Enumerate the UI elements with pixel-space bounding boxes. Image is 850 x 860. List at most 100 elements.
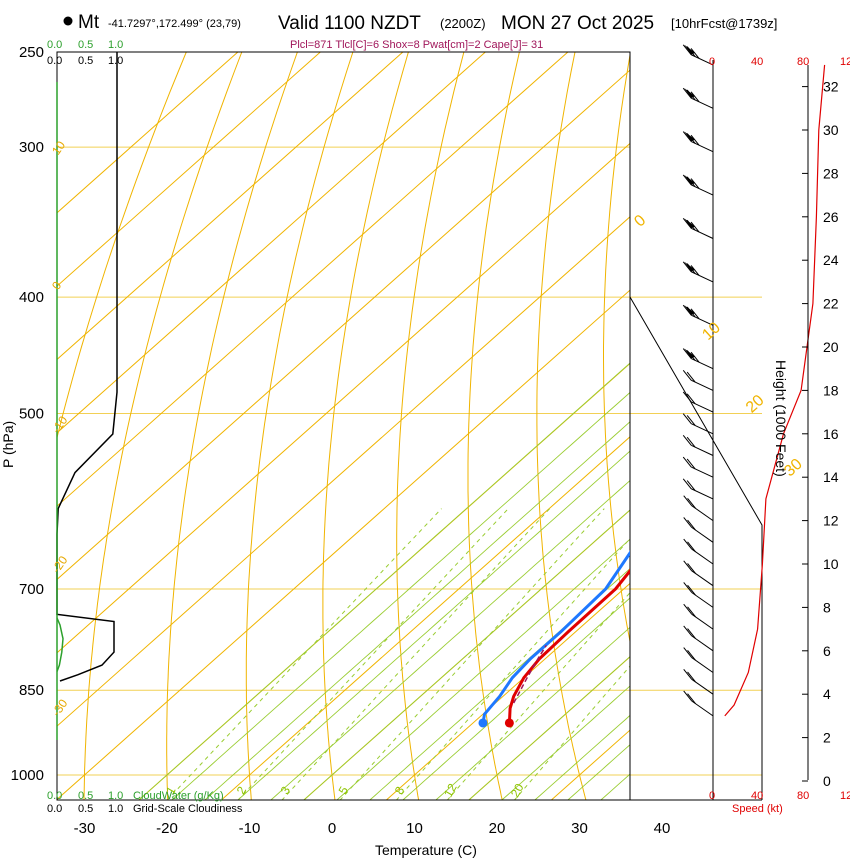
cloud-scale-black-2: 1.0 bbox=[108, 55, 123, 67]
wind-barb-27 bbox=[682, 174, 714, 196]
pressure-tick-400: 400 bbox=[19, 289, 44, 306]
pressure-tick-250: 250 bbox=[19, 44, 44, 61]
moist-adiabats bbox=[138, 31, 850, 801]
height-label-26: 26 bbox=[823, 209, 839, 225]
temperature-tick-40: 40 bbox=[654, 820, 671, 837]
surface-dewpoint-dot bbox=[478, 718, 488, 728]
temperature-tick--20: -20 bbox=[156, 820, 178, 837]
dry-adiabat-label-0: 0 bbox=[631, 212, 649, 231]
temperature-tick--10: -10 bbox=[239, 820, 261, 837]
pressure-tick-1000: 1000 bbox=[11, 767, 44, 784]
wind-barb-16 bbox=[682, 413, 714, 435]
header: Mt -41.7297°,172.499° (23,79) Valid 1100… bbox=[63, 12, 777, 51]
moist-adiabat-12 bbox=[402, 597, 630, 800]
moist-adiabat--4 bbox=[270, 479, 630, 800]
height-label-8: 8 bbox=[823, 599, 831, 615]
pressure-tick-300: 300 bbox=[19, 139, 44, 156]
isotherm-20 bbox=[468, 656, 630, 800]
temperature-tick--30: -30 bbox=[74, 820, 96, 837]
wind-barb-3 bbox=[683, 690, 714, 717]
dry-adiabat-50 bbox=[668, 31, 753, 801]
isotherm--100 bbox=[57, 52, 322, 287]
isotherm--90 bbox=[57, 52, 404, 361]
speed-bottom-0: 0 bbox=[709, 790, 715, 802]
height-label-22: 22 bbox=[823, 296, 839, 312]
temperature-tick-20: 20 bbox=[489, 820, 506, 837]
pressure-tick-850: 850 bbox=[19, 682, 44, 699]
cloud-scale-green-0: 0.0 bbox=[47, 39, 62, 51]
wind-barb-17 bbox=[682, 391, 714, 413]
dry-adiabat-20 bbox=[467, 52, 520, 800]
station-dot-icon bbox=[63, 16, 73, 26]
speed-top-40: 40 bbox=[751, 56, 763, 68]
mixing-ratio-3 bbox=[281, 508, 551, 800]
height-label-10: 10 bbox=[823, 556, 839, 572]
speed-scale-bottom: 0 40 80 12 bbox=[709, 790, 850, 802]
wind-barb-4 bbox=[683, 668, 714, 695]
barb-pennant bbox=[684, 174, 696, 185]
barb-feather bbox=[687, 498, 696, 509]
cloud-scale-green-1: 0.5 bbox=[78, 39, 93, 51]
barb-feather bbox=[686, 458, 696, 470]
mixing-ratio-label-8: 8 bbox=[392, 784, 408, 797]
isotherm--30 bbox=[57, 289, 630, 800]
barb-feather bbox=[683, 690, 693, 702]
speed-top-80: 80 bbox=[797, 56, 809, 68]
valid-time: Valid 1100 NZDT bbox=[278, 13, 421, 34]
dry-adiabat--20 bbox=[166, 52, 298, 800]
barb-feather bbox=[682, 369, 692, 381]
wind-barb-23 bbox=[682, 261, 714, 283]
mixing-ratio-label-5: 5 bbox=[336, 784, 352, 797]
barb-feather bbox=[682, 131, 692, 142]
wind-barb-12 bbox=[683, 495, 714, 522]
isotherm-label--30: -30 bbox=[49, 696, 71, 719]
height-label-28: 28 bbox=[823, 165, 839, 181]
cloud-water-legend: CloudWater (g/Kg) bbox=[133, 790, 224, 802]
moist-adiabat-20 bbox=[468, 656, 630, 800]
wind-barb-13 bbox=[682, 478, 714, 500]
isotherms bbox=[57, 52, 630, 800]
dewpoint-line bbox=[481, 550, 630, 724]
speed-top-0: 0 bbox=[709, 56, 715, 68]
cloud-scale-green-b2: 1.0 bbox=[108, 790, 123, 802]
isotherm--70 bbox=[57, 52, 569, 507]
wind-barb-8 bbox=[683, 582, 714, 608]
barb-feather bbox=[682, 87, 692, 99]
wind-barb-14 bbox=[682, 456, 714, 478]
moist-adiabat-4 bbox=[336, 538, 630, 800]
barb-feather bbox=[682, 413, 692, 424]
cloud-scale-black-0: 0.0 bbox=[47, 55, 62, 67]
temperature-line bbox=[507, 568, 630, 723]
isotherm--60 bbox=[57, 69, 630, 581]
plot-frame bbox=[56, 51, 631, 801]
wind-barbs bbox=[682, 44, 714, 717]
isotherm--10 bbox=[220, 436, 630, 800]
barb-feather bbox=[682, 304, 692, 316]
barb-feather bbox=[687, 606, 696, 618]
height-label-18: 18 bbox=[823, 382, 839, 398]
height-label-12: 12 bbox=[823, 513, 839, 529]
wind-barb-5 bbox=[683, 647, 714, 673]
wind-barb-31 bbox=[682, 87, 714, 109]
moist-adiabat-0 bbox=[303, 509, 630, 800]
mixing-ratio-1 bbox=[166, 508, 442, 800]
cloud-scale-bottom: 0.0 0.5 1.0 CloudWater (g/Kg) 0.0 0.5 1.… bbox=[47, 790, 243, 815]
isotherm-label--20: -20 bbox=[49, 553, 71, 576]
barb-feather bbox=[686, 415, 696, 426]
barb-feather bbox=[687, 671, 696, 683]
barb-feather bbox=[687, 563, 696, 574]
height-label-16: 16 bbox=[823, 426, 839, 442]
barb-pennant bbox=[684, 261, 696, 272]
moist-adiabat-40 bbox=[633, 31, 850, 801]
wind-barb-6 bbox=[683, 625, 714, 652]
plot-bottom-extension bbox=[57, 51, 762, 801]
dry-adiabat-30 bbox=[536, 52, 587, 800]
dry-adiabat-label-20: 20 bbox=[743, 392, 768, 417]
pressure-tick-500: 500 bbox=[19, 406, 44, 423]
barb-pennant bbox=[684, 218, 696, 229]
barb-feather bbox=[690, 308, 700, 320]
height-label-4: 4 bbox=[823, 686, 831, 702]
height-label-32: 32 bbox=[823, 79, 839, 95]
barb-feather bbox=[682, 44, 692, 56]
